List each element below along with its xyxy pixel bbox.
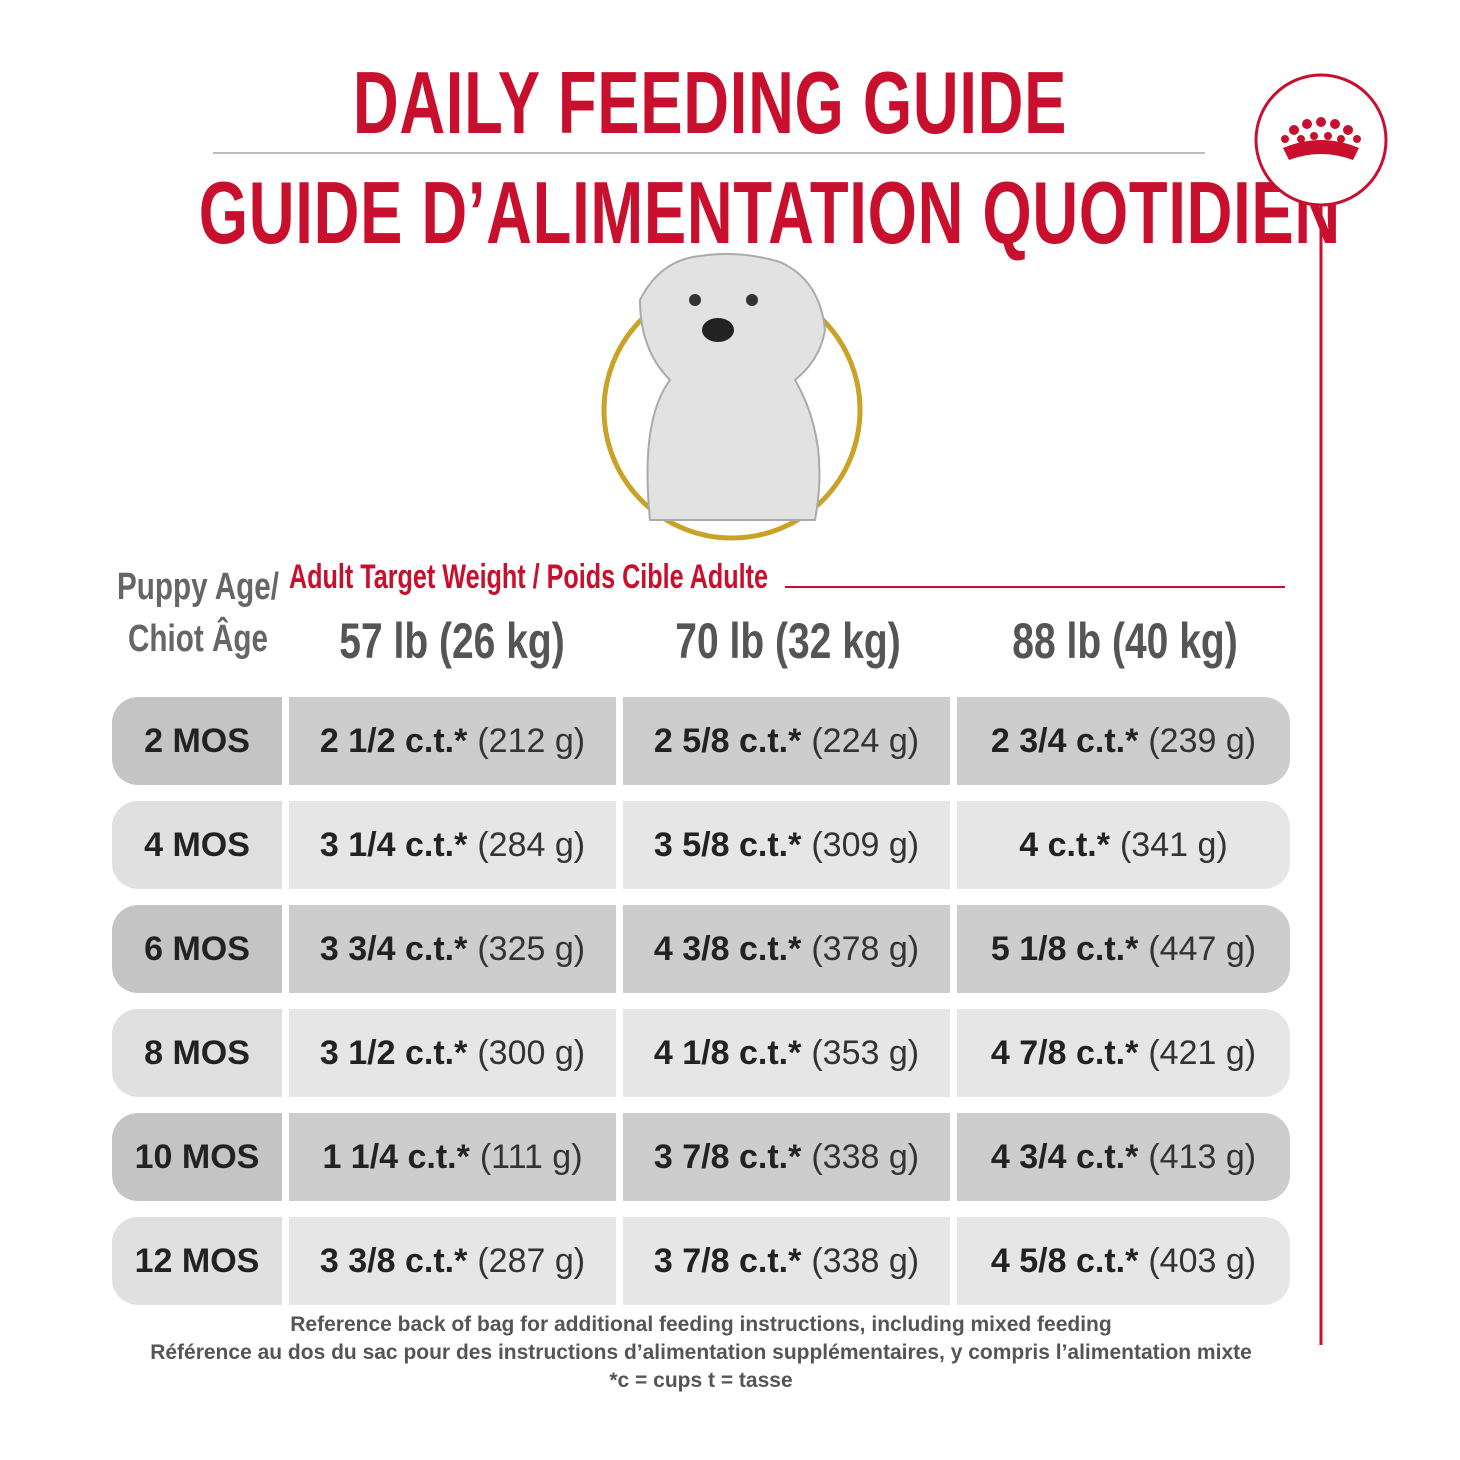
grams: (338 g) <box>811 1241 920 1280</box>
age-label: 4 MOS <box>144 825 250 864</box>
feed-cell: 3 7/8 c.t.* (338 g) <box>623 1113 950 1201</box>
footer-line: Référence au dos du sac pour des instruc… <box>150 1341 1252 1364</box>
feed-cell: 4 5/8 c.t.* (403 g) <box>957 1217 1290 1305</box>
grams: (287 g) <box>477 1241 586 1280</box>
age-cell: 4 MOS <box>112 801 282 889</box>
grams: (353 g) <box>811 1033 920 1072</box>
grams: (421 g) <box>1148 1033 1257 1072</box>
cups: 3 7/8 c.t.* <box>653 1241 802 1280</box>
cups: 4 7/8 c.t.* <box>990 1033 1139 1072</box>
grams: (212 g) <box>477 721 586 760</box>
cups: 4 3/4 c.t.* <box>990 1137 1139 1176</box>
title-fr: GUIDE D’ALIMENTATION QUOTIDIEN <box>198 163 1341 262</box>
divider <box>213 152 1205 154</box>
cups: 4 c.t.* <box>1019 825 1110 864</box>
title-en: DAILY FEEDING GUIDE <box>352 53 1068 152</box>
feed-cell: 4 c.t.* (341 g) <box>957 801 1290 889</box>
cups: 4 1/8 c.t.* <box>653 1033 802 1072</box>
cups: 2 3/4 c.t.* <box>990 721 1139 760</box>
cups: 1 1/4 c.t.* <box>322 1137 470 1176</box>
age-label: 10 MOS <box>134 1137 260 1176</box>
age-cell: 2 MOS <box>112 697 282 785</box>
crown <box>1281 117 1361 160</box>
cups: 2 1/2 c.t.* <box>319 721 468 760</box>
feed-cell: 3 3/8 c.t.* (287 g) <box>289 1217 616 1305</box>
age-label: 8 MOS <box>144 1033 250 1072</box>
age-cell: 12 MOS <box>112 1217 282 1305</box>
dog-photo <box>638 253 827 521</box>
age-label: 2 MOS <box>144 721 250 760</box>
grams: (284 g) <box>477 825 586 864</box>
cups: 2 5/8 c.t.* <box>653 721 802 760</box>
feed-cell: 2 1/2 c.t.* (212 g) <box>289 697 616 785</box>
age-heading: Chiot Âge <box>128 618 268 660</box>
grams: (447 g) <box>1148 929 1257 968</box>
column-heading: 88 lb (40 kg) <box>1012 613 1238 669</box>
feed-cell: 3 1/4 c.t.* (284 g) <box>289 801 616 889</box>
cups: 3 5/8 c.t.* <box>653 825 802 864</box>
grams: (300 g) <box>477 1033 586 1072</box>
grams: (111 g) <box>479 1137 583 1176</box>
grams: (378 g) <box>811 929 920 968</box>
cups: 3 3/4 c.t.* <box>319 929 468 968</box>
age-cell: 6 MOS <box>112 905 282 993</box>
feed-cell: 3 1/2 c.t.* (300 g) <box>289 1009 616 1097</box>
age-cell: 10 MOS <box>112 1113 282 1201</box>
cups: 3 7/8 c.t.* <box>653 1137 802 1176</box>
column-heading: 70 lb (32 kg) <box>675 613 901 669</box>
feed-cell: 3 7/8 c.t.* (338 g) <box>623 1217 950 1305</box>
cups: 4 5/8 c.t.* <box>990 1241 1139 1280</box>
feed-cell: 4 3/4 c.t.* (413 g) <box>957 1113 1290 1201</box>
cups: 3 3/8 c.t.* <box>319 1241 468 1280</box>
feed-cell: 3 5/8 c.t.* (309 g) <box>623 801 950 889</box>
weight-heading: Adult Target Weight / Poids Cible Adulte <box>289 558 768 596</box>
feed-cell: 5 1/8 c.t.* (447 g) <box>957 905 1290 993</box>
grams: (309 g) <box>811 825 920 864</box>
feed-cell: 2 3/4 c.t.* (239 g) <box>957 697 1290 785</box>
column-heading: 57 lb (26 kg) <box>339 613 565 669</box>
cups: 4 3/8 c.t.* <box>653 929 802 968</box>
feed-cell: 4 7/8 c.t.* (421 g) <box>957 1009 1290 1097</box>
grams: (341 g) <box>1119 825 1228 864</box>
feed-cell: 4 3/8 c.t.* (378 g) <box>623 905 950 993</box>
feed-cell: 2 5/8 c.t.* (224 g) <box>623 697 950 785</box>
cups: 3 1/4 c.t.* <box>319 825 468 864</box>
cups: 3 1/2 c.t.* <box>319 1033 468 1072</box>
footer-line: *c = cups t = tasse <box>609 1369 793 1392</box>
feed-cell: 4 1/8 c.t.* (353 g) <box>623 1009 950 1097</box>
grams: (338 g) <box>811 1137 920 1176</box>
footer-line: Reference back of bag for additional fee… <box>290 1313 1112 1336</box>
grams: (239 g) <box>1148 721 1257 760</box>
feed-cell: 1 1/4 c.t.* (111 g) <box>289 1113 616 1201</box>
grams: (413 g) <box>1148 1137 1257 1176</box>
grams: (224 g) <box>811 721 920 760</box>
age-label: 6 MOS <box>144 929 250 968</box>
grams: (403 g) <box>1148 1241 1257 1280</box>
feed-cell: 3 3/4 c.t.* (325 g) <box>289 905 616 993</box>
cups: 5 1/8 c.t.* <box>990 929 1139 968</box>
age-cell: 8 MOS <box>112 1009 282 1097</box>
age-label: 12 MOS <box>134 1241 260 1280</box>
age-heading: Puppy Age/ <box>117 566 279 608</box>
grams: (325 g) <box>477 929 586 968</box>
